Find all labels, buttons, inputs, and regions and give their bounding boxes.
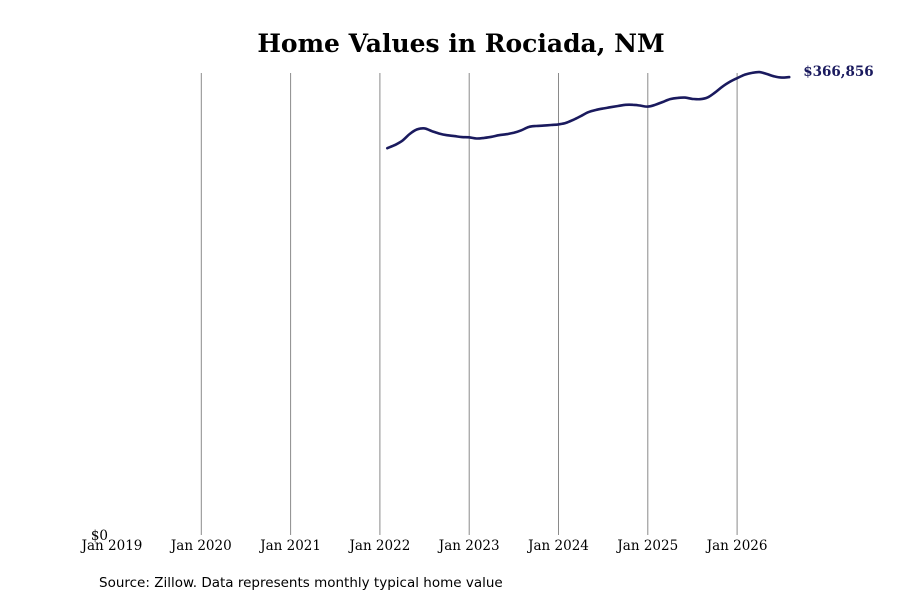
end-value-label: $366,856: [803, 64, 873, 80]
x-tick-label: Jan 2020: [169, 538, 232, 554]
chart-title: Home Values in Rociada, NM: [257, 29, 664, 58]
x-tick-label: Jan 2023: [437, 538, 500, 554]
x-tick-label: Jan 2024: [526, 538, 589, 554]
gridlines: [200, 73, 738, 535]
y-axis-ticks: $0: [91, 528, 108, 544]
x-tick-label: Jan 2025: [615, 538, 678, 554]
x-tick-label: Jan 2019: [80, 538, 143, 554]
x-tick-label: Jan 2022: [347, 538, 410, 554]
series-line-home-value: [386, 70, 791, 150]
y-tick-label: $0: [91, 528, 108, 544]
x-tick-label: Jan 2021: [258, 538, 321, 554]
x-axis-ticks: Jan 2019 Jan 2020 Jan 2021 Jan 2022 Jan 2023…: [80, 538, 768, 554]
source-note: Source: Zillow. Data represents monthly …: [99, 575, 503, 591]
x-tick-label: Jan 2026: [705, 538, 768, 554]
